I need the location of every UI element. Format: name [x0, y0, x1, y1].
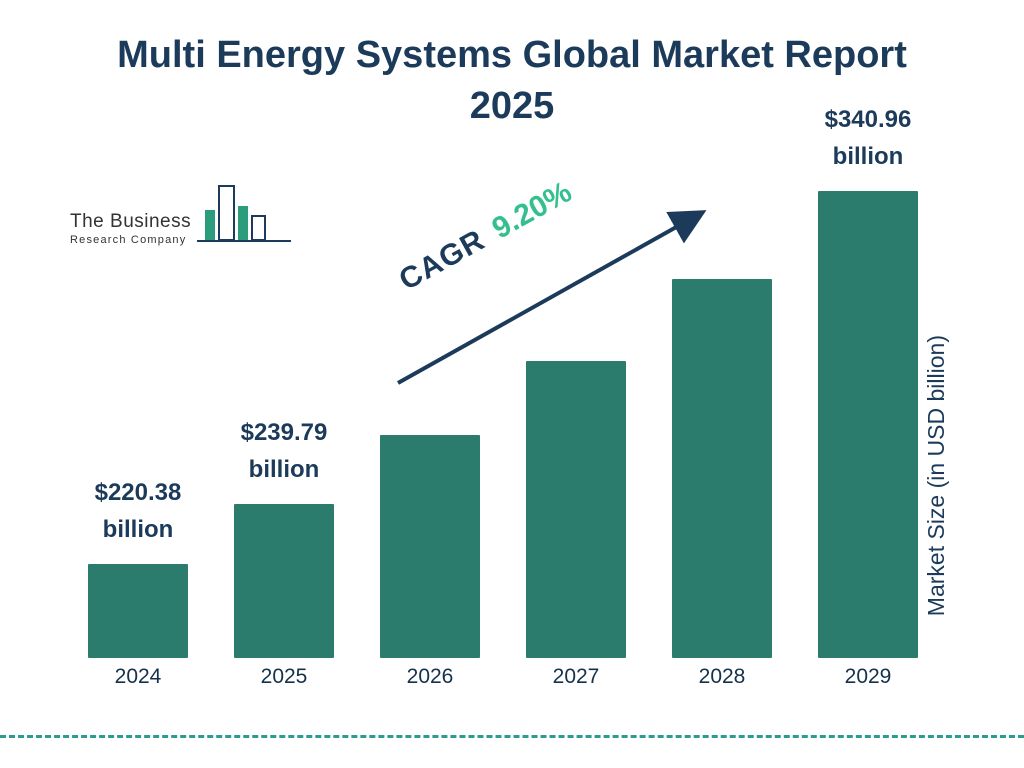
bar: [818, 191, 918, 658]
bar-value-label: $340.96 billion: [824, 105, 912, 170]
bar-column: 2028: [672, 279, 772, 696]
x-axis-tick-label: 2024: [114, 665, 162, 688]
bar: [672, 279, 772, 658]
bar-value-label: $220.38 billion: [94, 478, 182, 543]
y-axis-label: Market Size (in USD billion): [923, 335, 949, 617]
logo-name: The Business: [70, 211, 192, 232]
bar: [526, 361, 626, 658]
bar-column: $340.96 billion 2029: [818, 101, 918, 696]
logo-subname: Research Company: [70, 234, 187, 246]
x-axis-tick-label: 2025: [260, 665, 308, 688]
bar-column: $239.79 billion 2025: [234, 414, 334, 696]
bar: [380, 435, 480, 658]
chart-title: Multi Energy Systems Global Market Repor…: [117, 34, 907, 128]
bottom-dashed-rule: [0, 735, 1024, 738]
x-axis-tick-label: 2028: [698, 665, 746, 688]
plot-columns: $220.38 billion 2024 $239.79 billion 2025 20…: [88, 101, 918, 696]
bar-column: 2026: [380, 435, 480, 696]
company-logo: The Business Research Company: [70, 180, 293, 246]
bar: [234, 504, 334, 658]
logo-bars-icon: [197, 185, 292, 242]
x-axis-tick-label: 2029: [844, 665, 892, 688]
bar-column: $220.38 billion 2024: [88, 474, 188, 696]
company-logo-text: The Business Research Company: [70, 211, 191, 246]
bar: [88, 564, 188, 658]
bar-value-label: $239.79 billion: [240, 418, 328, 483]
x-axis-tick-label: 2027: [552, 665, 600, 688]
bar-column: 2027: [526, 361, 626, 696]
x-axis-tick-label: 2026: [406, 665, 454, 688]
